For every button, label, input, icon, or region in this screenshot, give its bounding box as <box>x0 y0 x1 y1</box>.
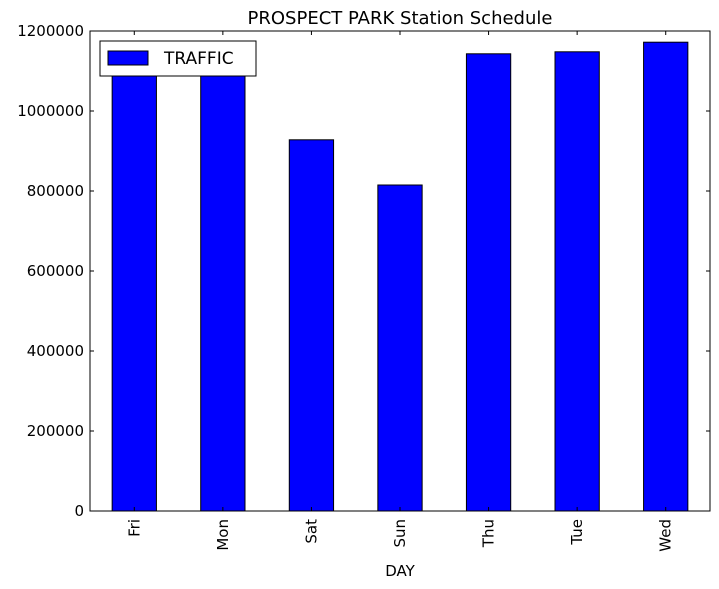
y-tick-label: 1000000 <box>17 102 84 120</box>
y-tick-label: 800000 <box>27 182 84 200</box>
bar-sat <box>288 139 335 512</box>
x-tick-label: Fri <box>125 519 143 537</box>
y-tick-label: 1200000 <box>17 22 84 40</box>
legend-label: TRAFFIC <box>163 49 234 69</box>
y-tick-label: 400000 <box>27 342 84 360</box>
x-tick-label: Sat <box>302 519 320 544</box>
bar-thu <box>465 53 512 512</box>
bars-group <box>111 41 689 512</box>
x-tick-label: Mon <box>214 519 232 551</box>
bar-wed <box>643 41 689 512</box>
bar-sun <box>377 184 423 512</box>
x-tick-label: Tue <box>568 519 586 546</box>
x-axis: Fri Mon Sat Sun Thu Tue Wed <box>125 31 675 552</box>
x-tick-label: Sun <box>391 519 409 548</box>
y-axis: 0 200000 400000 600000 800000 1000000 1200000 <box>17 22 710 520</box>
legend-swatch <box>107 50 149 66</box>
x-tick-label: Wed <box>657 519 675 552</box>
bar-fri <box>111 72 157 512</box>
y-tick-label: 0 <box>74 502 84 520</box>
x-axis-label: DAY <box>385 562 415 580</box>
y-tick-label: 600000 <box>27 262 84 280</box>
chart-title: PROSPECT PARK Station Schedule <box>248 8 553 29</box>
x-tick-label: Thu <box>480 519 498 548</box>
plot-frame <box>89 30 711 512</box>
bar-tue <box>554 51 600 512</box>
legend: TRAFFIC <box>99 40 257 77</box>
y-tick-label: 200000 <box>27 422 84 440</box>
bar-mon <box>200 75 246 512</box>
